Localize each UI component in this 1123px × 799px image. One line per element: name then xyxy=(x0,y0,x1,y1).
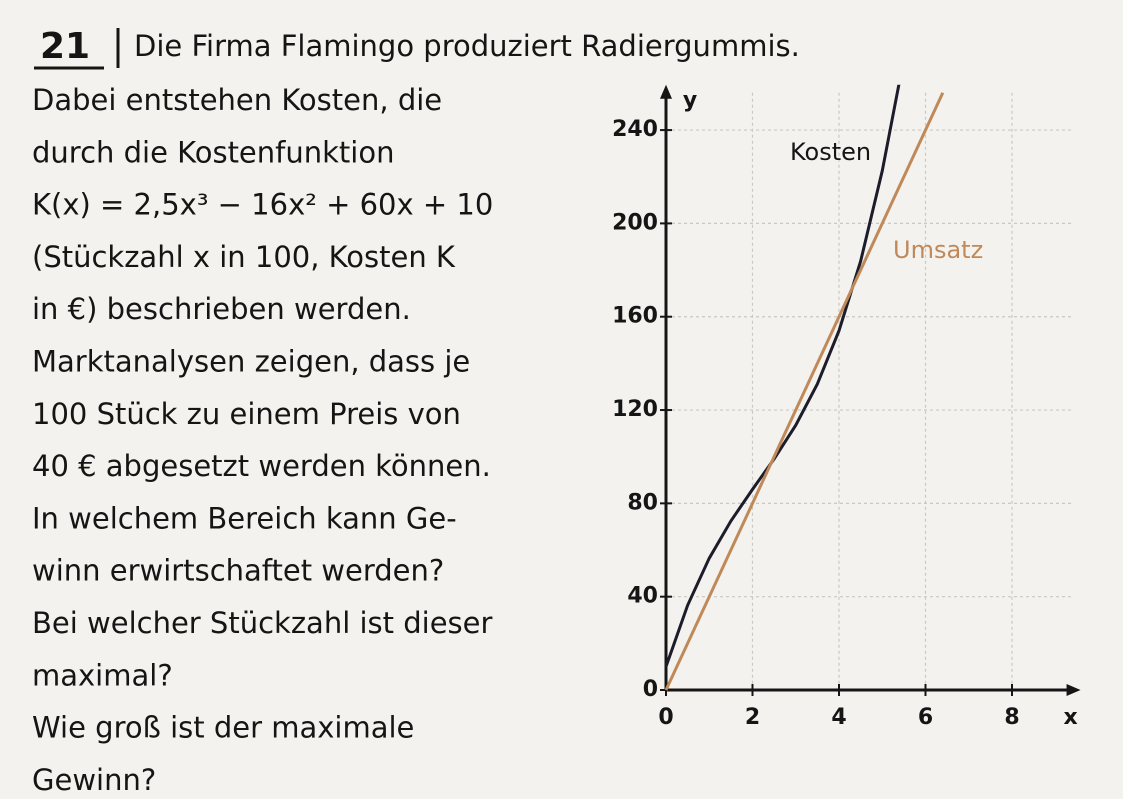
x-tick-label: 6 xyxy=(918,705,933,730)
text-line: Dabei entstehen Kosten, die xyxy=(32,83,442,117)
text-line: K(x) = 2,5x³ − 16x² + 60x + 10 xyxy=(32,188,493,222)
text-line: Bei welcher Stückzahl ist dieser xyxy=(32,606,492,640)
text-line: (Stückzahl x in 100, Kosten K xyxy=(32,240,456,274)
y-tick-label: 40 xyxy=(627,584,658,609)
y-axis-label: y xyxy=(683,88,697,113)
y-tick-label: 80 xyxy=(627,490,658,515)
y-tick-label: 0 xyxy=(643,677,658,702)
x-tick-label: 2 xyxy=(745,705,760,730)
text-line: 40 € abgesetzt werden können. xyxy=(32,449,491,483)
y-tick-label: 240 xyxy=(612,117,658,142)
y-tick-label: 160 xyxy=(612,304,658,329)
text-line: 100 Stück zu einem Preis von xyxy=(32,397,461,431)
y-tick-label: 120 xyxy=(612,397,658,422)
x-tick-label: 8 xyxy=(1004,705,1019,730)
x-tick-label: 0 xyxy=(658,705,673,730)
text-line: in €) beschrieben werden. xyxy=(32,292,411,326)
text-line: Wie groß ist der maximale xyxy=(32,711,414,745)
x-tick-label: 4 xyxy=(831,705,846,730)
text-line: Gewinn? xyxy=(32,763,156,797)
text-block: Dabei entstehen Kosten, die durch die Kos… xyxy=(32,83,493,797)
text-line: durch die Kostenfunktion xyxy=(32,135,394,169)
series-label: Umsatz xyxy=(893,236,983,264)
title: Die Firma Flamingo produziert Radiergumm… xyxy=(134,29,800,63)
series-line xyxy=(664,92,945,691)
text-line: In welchem Bereich kann Ge- xyxy=(32,501,457,535)
x-arrow xyxy=(1066,684,1081,696)
y-arrow xyxy=(660,84,672,99)
series-line xyxy=(664,84,901,668)
text-line: Marktanalysen zeigen, dass je xyxy=(32,345,470,379)
y-tick-label: 200 xyxy=(612,210,658,235)
x-axis-label: x xyxy=(1063,705,1077,730)
text-line: winn erwirtschaftet werden? xyxy=(32,554,444,588)
exercise-number: 21 xyxy=(40,26,90,67)
text-line: maximal? xyxy=(32,658,173,692)
series-label: Kosten xyxy=(790,138,871,166)
